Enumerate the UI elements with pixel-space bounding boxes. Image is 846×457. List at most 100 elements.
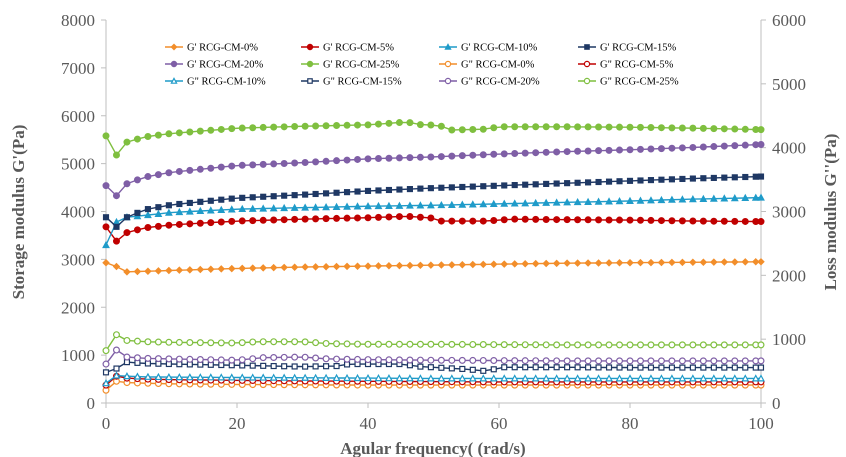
data-point — [406, 261, 414, 270]
data-point — [500, 123, 508, 131]
data-point — [710, 217, 718, 225]
data-point — [322, 202, 330, 211]
series-8 — [102, 371, 765, 387]
data-point — [197, 198, 204, 205]
legend-item: G' RCG-CM-5% — [301, 43, 394, 54]
data-point — [479, 125, 487, 133]
data-point — [490, 217, 498, 225]
data-point — [239, 362, 246, 369]
legend-item: G' RCG-CM-25% — [301, 60, 400, 71]
data-point — [343, 189, 351, 196]
data-point — [678, 357, 686, 365]
data-point — [395, 340, 403, 348]
data-point — [605, 357, 613, 365]
data-point — [312, 339, 320, 347]
data-point — [658, 176, 665, 183]
data-point — [259, 123, 267, 131]
data-point — [573, 259, 582, 267]
data-point — [521, 357, 529, 365]
data-point — [480, 367, 487, 374]
data-point — [710, 357, 718, 365]
data-point — [437, 200, 446, 209]
data-point — [584, 197, 592, 205]
data-point — [186, 220, 194, 228]
data-point — [469, 356, 477, 364]
data-point — [228, 162, 236, 170]
data-point — [710, 125, 718, 133]
data-point — [678, 144, 686, 152]
data-point — [752, 258, 760, 266]
data-point — [699, 217, 707, 225]
data-point — [741, 141, 749, 149]
data-point — [500, 199, 509, 207]
data-point — [469, 340, 477, 348]
data-point — [657, 357, 665, 365]
data-point — [563, 341, 571, 349]
data-point — [553, 180, 560, 187]
data-point — [542, 341, 550, 349]
data-point — [102, 182, 110, 190]
y-left-tick-label: 0 — [87, 394, 96, 413]
data-point — [353, 202, 362, 210]
data-point — [720, 142, 728, 150]
data-point — [574, 341, 582, 349]
data-point — [217, 356, 225, 364]
data-point — [374, 340, 382, 348]
data-point — [249, 161, 257, 169]
data-point — [343, 121, 351, 129]
data-point — [542, 123, 550, 131]
data-point — [280, 338, 288, 346]
data-point — [207, 265, 215, 273]
data-point — [417, 363, 424, 370]
data-point — [721, 364, 728, 371]
data-point — [542, 198, 551, 206]
legend-item: G' RCG-CM-20% — [165, 60, 264, 71]
data-point — [584, 259, 592, 267]
data-point — [281, 363, 288, 370]
data-point — [186, 266, 194, 274]
data-point — [679, 364, 686, 371]
series-line — [105, 380, 761, 391]
y-left-tick-label: 1000 — [61, 346, 95, 365]
data-point — [280, 373, 289, 381]
data-point — [185, 207, 194, 215]
data-point — [280, 123, 288, 131]
data-point — [542, 215, 550, 223]
data-point — [458, 126, 466, 134]
data-point — [699, 374, 708, 382]
data-point — [176, 200, 183, 208]
data-point — [312, 122, 320, 130]
data-point — [501, 364, 508, 371]
data-point — [553, 123, 561, 131]
data-point — [311, 373, 320, 381]
data-point — [689, 143, 697, 151]
series-line — [105, 333, 761, 352]
data-point — [332, 262, 341, 271]
data-point — [668, 374, 676, 382]
data-point — [270, 338, 278, 346]
data-point — [374, 213, 382, 221]
data-point — [595, 147, 603, 155]
data-point — [490, 341, 498, 349]
data-point — [668, 124, 676, 132]
data-point — [605, 178, 613, 185]
data-point — [668, 364, 675, 371]
data-point — [709, 194, 718, 202]
data-point — [102, 379, 110, 387]
data-point — [636, 145, 644, 153]
data-point — [657, 258, 666, 267]
data-point — [353, 262, 362, 270]
data-point — [689, 364, 696, 371]
data-point — [249, 194, 256, 201]
y-left-tick-label: 4000 — [61, 203, 95, 222]
data-point — [605, 259, 613, 267]
data-point — [563, 374, 572, 382]
legend-label: G' RCG-CM-0% — [187, 43, 258, 54]
data-point — [333, 122, 341, 130]
data-point — [228, 217, 236, 225]
series-5 — [102, 119, 765, 159]
legend-marker — [584, 44, 590, 50]
data-point — [270, 193, 277, 200]
data-point — [385, 201, 393, 209]
data-point — [217, 339, 225, 347]
